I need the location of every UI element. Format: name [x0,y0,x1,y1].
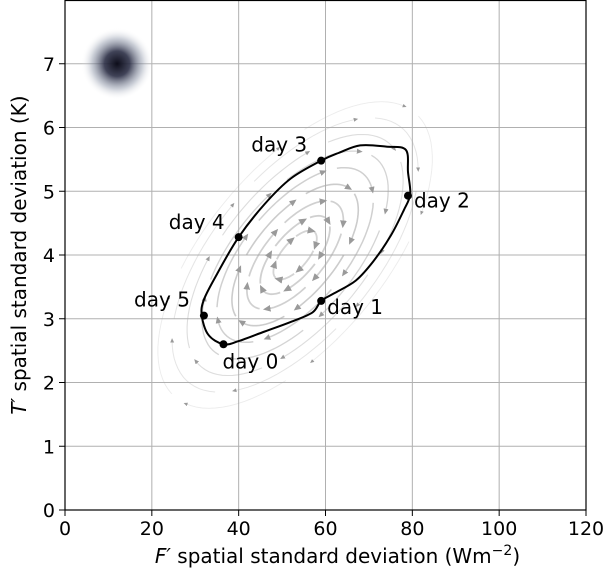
streamline [304,101,407,130]
kernel-blob [81,27,154,100]
streamline [262,286,307,312]
y-tick-label: 2 [43,373,55,395]
y-tick-label: 3 [43,309,55,331]
streamline [355,191,417,308]
streamline [274,218,308,247]
x-axis-close: ) [512,544,520,568]
x-tick-label: 60 [313,518,337,540]
streamline [245,199,297,256]
y-tick-label: 4 [43,245,55,267]
axis-labels: F′ spatial standard deviation (Wm−2) T′ s… [7,95,520,568]
y-tick-label: 0 [43,500,55,522]
x-axis-label: F′ spatial standard deviation (Wm−2) [155,543,520,568]
day-label: day 5 [134,288,190,312]
day-label: day 4 [169,210,225,234]
streamline [318,230,381,318]
streamline [157,294,173,395]
streamline [310,241,410,364]
y-tick-label: 7 [43,54,55,76]
streamline [180,146,281,269]
streamline [186,255,210,349]
streamline [318,226,331,260]
day-point [219,340,228,349]
streamline [380,161,404,255]
blob-marker [81,27,154,100]
day-point [317,156,326,165]
streamline [313,231,321,250]
streamline [309,214,331,226]
day-point [403,191,412,200]
streamline [418,115,433,216]
streamline [248,228,279,277]
cycle-series [200,144,412,346]
streamline [375,117,421,172]
streamline [295,250,315,273]
streamline [183,380,286,409]
streamline [227,329,304,362]
x-axis-exponent: −2 [492,543,513,559]
streamline [231,265,242,317]
streamline [194,359,263,377]
streamline [170,338,216,393]
y-tick-label: 6 [43,118,55,140]
streamline [253,117,359,182]
x-axis-symbol: F′ [155,544,172,568]
streamline [305,183,353,195]
x-tick-label: 0 [59,518,71,540]
day-point [234,233,243,242]
streamline [222,150,311,236]
streamline [341,202,374,277]
streamline [295,226,316,238]
day-points: day 0 day 1 day 2 day 3 day 4 day 5 [134,133,470,374]
streamline [286,148,363,181]
streamline [276,237,295,260]
y-tick-label: 5 [43,181,55,203]
streamline [371,154,389,215]
streamline [243,281,260,310]
day-label: day 1 [327,295,383,319]
y-axis-text: spatial standard deviation (K) [7,95,31,397]
day-point [199,311,208,320]
streamline [293,254,345,311]
streamline [238,315,285,327]
x-axis-text: spatial standard deviation (Wm [171,544,492,568]
x-tick-label: 20 [140,518,164,540]
streamline [259,284,281,296]
streamline [349,193,360,245]
streamline [215,316,254,344]
grid [64,0,587,511]
day-label: day 3 [251,133,307,157]
streamline [283,263,316,292]
streamline [274,272,295,284]
x-tick-label: 100 [481,518,517,540]
y-axis-symbol: T′ [7,397,31,414]
x-tick-label: 80 [400,518,424,540]
streamline [216,233,249,308]
streamline [312,233,343,282]
streamline [336,166,375,194]
y-axis-label: T′ spatial standard deviation (K) [7,95,31,414]
day-label: day 0 [222,349,278,373]
streamline [270,260,277,279]
x-tick-label: 120 [568,518,604,540]
streamline [173,202,235,319]
streamline [330,200,347,229]
streamline [280,274,369,360]
y-tick-label: 1 [43,436,55,458]
axes: 0 20 40 60 80 100 120 0 1 2 3 4 5 6 7 [43,0,604,540]
streamline [284,198,328,224]
x-tick-label: 40 [227,518,251,540]
streamline [210,192,272,280]
day-point [317,296,326,305]
cycle-line [200,144,412,346]
streamline [232,328,337,393]
streamline [259,250,273,284]
day-label: day 2 [414,189,470,213]
streamline [327,133,396,151]
streamline [258,170,327,222]
